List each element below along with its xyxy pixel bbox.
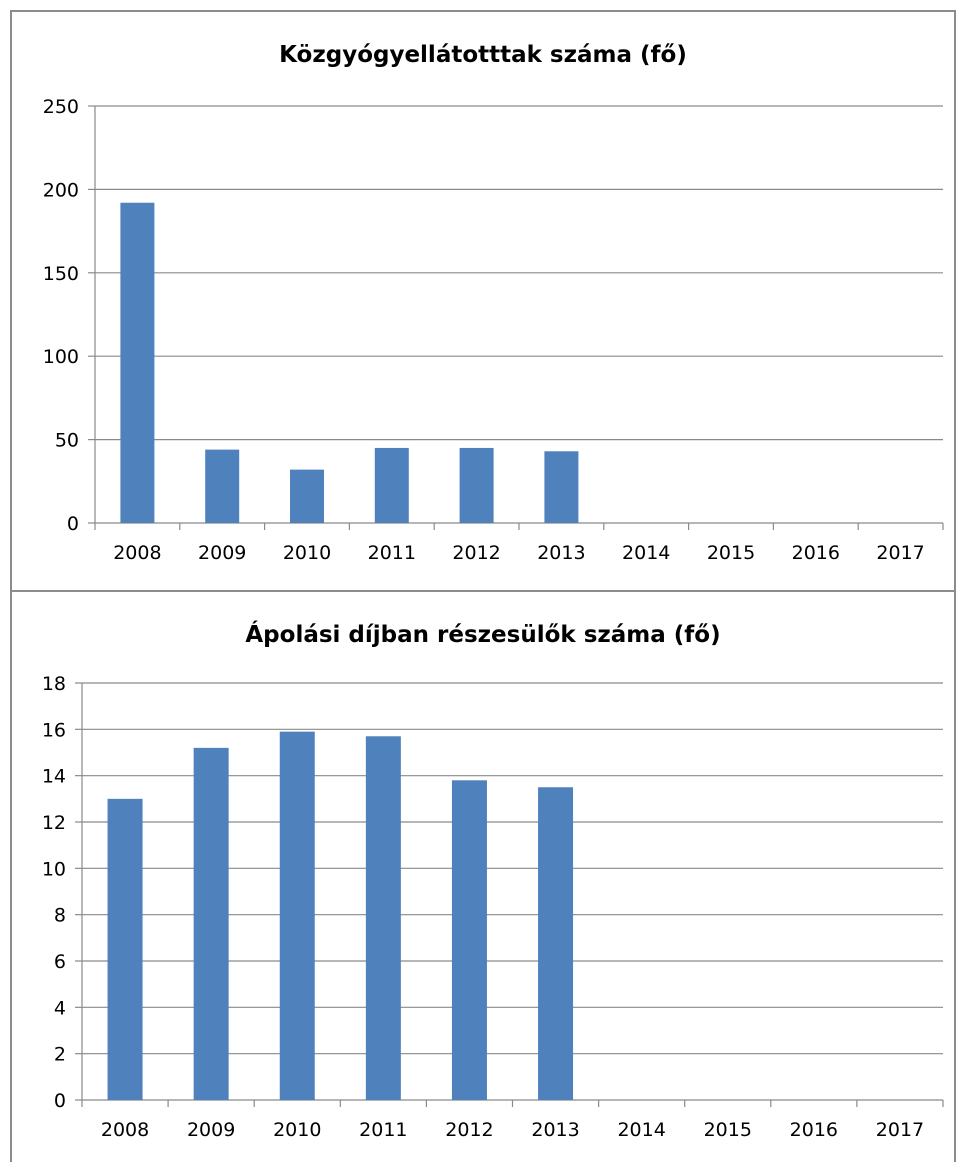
bar-2011 xyxy=(365,736,401,1100)
y-tick-label: 150 xyxy=(43,263,79,285)
y-tick-label: 200 xyxy=(43,179,79,201)
x-tick-label: 2010 xyxy=(273,1119,321,1141)
x-tick-label: 2017 xyxy=(876,1119,924,1141)
y-tick-label: 16 xyxy=(42,719,66,741)
x-tick-label: 2011 xyxy=(359,1119,407,1141)
x-tick-label: 2017 xyxy=(876,542,924,564)
y-tick-label: 6 xyxy=(54,951,66,973)
x-tick-label: 2011 xyxy=(368,542,416,564)
x-tick-label: 2014 xyxy=(617,1119,665,1141)
y-tick-label: 18 xyxy=(42,673,66,695)
chart-title: Ápolási díjban részesülők száma (fő) xyxy=(245,622,721,648)
bar-2008 xyxy=(120,202,155,523)
y-tick-label: 250 xyxy=(43,96,79,118)
chart-title: Közgyógyellátotttak száma (fő) xyxy=(279,42,687,68)
bar-chart-2: 0 2 4 6 8 10 12 14 16 18 2008 2009 2010 2011 2012 2013 2… xyxy=(42,673,944,1141)
x-tick-label: 2012 xyxy=(445,1119,493,1141)
x-tick-label: 2015 xyxy=(707,542,755,564)
x-tick-label: 2016 xyxy=(792,542,840,564)
bar-2010 xyxy=(279,731,315,1100)
x-tick-label: 2010 xyxy=(283,542,331,564)
x-tick-label: 2009 xyxy=(187,1119,235,1141)
y-tick-label: 0 xyxy=(67,513,79,535)
chart-panel-2: Ápolási díjban részesülők száma (fő) 0 2 4… xyxy=(10,590,956,1162)
x-tick-label: 2012 xyxy=(452,542,500,564)
bar-chart-1: 0 50 100 150 200 250 2008 2009 2010 2011 2012 2013 2… xyxy=(43,96,944,564)
x-tick-label: 2008 xyxy=(113,542,161,564)
x-tick-label: 2009 xyxy=(198,542,246,564)
x-tick-label: 2014 xyxy=(622,542,670,564)
y-tick-label: 100 xyxy=(43,346,79,368)
y-tick-label: 2 xyxy=(54,1044,66,1066)
bar-2009 xyxy=(205,449,240,523)
chart-panel-1: Közgyógyellátotttak száma (fő) 0 50 100 150… xyxy=(10,10,956,592)
bar-2008 xyxy=(107,798,143,1100)
y-tick-label: 12 xyxy=(42,812,66,834)
bar-2012 xyxy=(459,447,494,523)
x-tick-label: 2013 xyxy=(537,542,585,564)
y-tick-label: 8 xyxy=(54,905,66,927)
y-tick-label: 4 xyxy=(54,997,66,1019)
bar-2012 xyxy=(451,780,487,1100)
x-tick-label: 2016 xyxy=(790,1119,838,1141)
y-tick-label: 0 xyxy=(54,1090,66,1112)
y-tick-label: 50 xyxy=(55,430,79,452)
bar-2013 xyxy=(544,451,579,523)
bar-2009 xyxy=(193,747,229,1100)
bar-2010 xyxy=(290,469,324,523)
bar-2011 xyxy=(374,447,409,523)
y-tick-label: 10 xyxy=(42,858,66,880)
bar-2013 xyxy=(538,787,574,1100)
x-tick-label: 2013 xyxy=(531,1119,579,1141)
y-tick-label: 14 xyxy=(42,766,66,788)
x-tick-label: 2015 xyxy=(704,1119,752,1141)
x-tick-label: 2008 xyxy=(101,1119,149,1141)
